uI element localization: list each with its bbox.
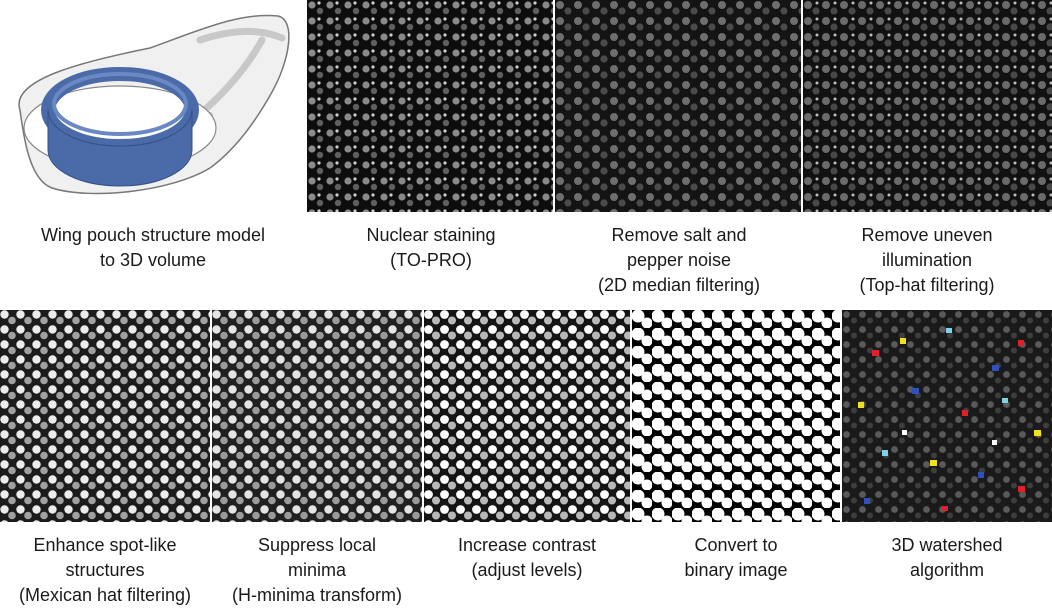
median-filtered-image [555, 0, 801, 212]
caption-tophat: Remove uneven illumination (Top-hat filt… [803, 223, 1051, 298]
caption-median: Remove salt and pepper noise (2D median … [555, 223, 803, 298]
caption-line: structures [65, 560, 145, 580]
caption-line: Enhance spot-like [33, 535, 177, 555]
caption-line: (adjust levels) [471, 560, 583, 580]
watershed-labels [858, 328, 1041, 511]
caption-mexican: Enhance spot-like structures (Mexican ha… [0, 533, 210, 608]
caption-line: to 3D volume [99, 250, 207, 270]
caption-line: (TO-PRO) [390, 250, 472, 270]
increased-contrast-image [424, 310, 630, 522]
caption-line: Suppress local [257, 535, 377, 555]
caption-line: pepper noise [626, 250, 732, 270]
nuclear-staining-image [307, 0, 553, 212]
caption-line: Wing pouch structure model [40, 225, 266, 245]
caption-line: Convert to [694, 535, 778, 555]
caption-watershed: 3D watershed algorithm [842, 533, 1052, 583]
caption-line: (H-minima transform) [231, 585, 402, 605]
caption-model: Wing pouch structure model to 3D volume [29, 223, 277, 273]
wing-pouch-model-illustration [0, 0, 305, 212]
caption-line: Remove salt and [611, 225, 747, 245]
caption-line: Remove uneven [861, 225, 993, 245]
caption-line: binary image [684, 560, 788, 580]
watershed-image [842, 310, 1052, 522]
caption-line: 3D watershed [891, 535, 1003, 555]
caption-line: minima [287, 560, 346, 580]
caption-line: (Top-hat filtering) [859, 275, 995, 295]
caption-hminima: Suppress local minima (H-minima transfor… [212, 533, 422, 608]
caption-line: Increase contrast [457, 535, 597, 555]
tophat-filtered-image [803, 0, 1052, 212]
caption-nuclear: Nuclear staining (TO-PRO) [307, 223, 555, 273]
binary-image [632, 310, 840, 522]
caption-line: (Mexican hat filtering) [18, 585, 192, 605]
mexican-hat-filtered-image [0, 310, 210, 522]
caption-line: algorithm [909, 560, 985, 580]
caption-contrast: Increase contrast (adjust levels) [424, 533, 630, 583]
caption-line: (2D median filtering) [597, 275, 761, 295]
h-minima-image [212, 310, 422, 522]
caption-binary: Convert to binary image [632, 533, 840, 583]
caption-line: Nuclear staining [366, 225, 496, 245]
caption-line: illumination [881, 250, 973, 270]
